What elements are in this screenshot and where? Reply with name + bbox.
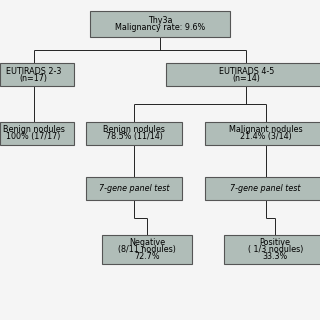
Text: 21.4% (3/14): 21.4% (3/14) <box>240 132 292 141</box>
Text: Malignant nodules: Malignant nodules <box>229 125 302 134</box>
Text: (8/11 nodules): (8/11 nodules) <box>118 245 176 254</box>
Text: EUTIRADS 4-5: EUTIRADS 4-5 <box>219 67 274 76</box>
FancyBboxPatch shape <box>90 11 230 37</box>
FancyBboxPatch shape <box>166 63 320 86</box>
Text: Malignancy rate: 9.6%: Malignancy rate: 9.6% <box>115 23 205 32</box>
Text: (n=17): (n=17) <box>20 74 48 83</box>
FancyBboxPatch shape <box>0 122 74 145</box>
Text: 33.3%: 33.3% <box>263 252 288 261</box>
Text: EUTIRADS 2-3: EUTIRADS 2-3 <box>6 67 61 76</box>
Text: 100% (17/17): 100% (17/17) <box>6 132 61 141</box>
Text: ( 1/3 nodules): ( 1/3 nodules) <box>247 245 303 254</box>
Text: 78.5% (11/14): 78.5% (11/14) <box>106 132 163 141</box>
FancyBboxPatch shape <box>0 63 74 86</box>
Text: (n=14): (n=14) <box>232 74 260 83</box>
FancyBboxPatch shape <box>86 177 182 200</box>
FancyBboxPatch shape <box>86 122 182 145</box>
Text: Benign nodules: Benign nodules <box>103 125 165 134</box>
FancyBboxPatch shape <box>205 122 320 145</box>
Text: Positive: Positive <box>260 238 291 247</box>
FancyBboxPatch shape <box>102 235 192 264</box>
FancyBboxPatch shape <box>224 235 320 264</box>
Text: 72.7%: 72.7% <box>134 252 160 261</box>
Text: 7-gene panel test: 7-gene panel test <box>99 184 170 193</box>
FancyBboxPatch shape <box>205 177 320 200</box>
Text: Benign nodules: Benign nodules <box>3 125 65 134</box>
Text: 7-gene panel test: 7-gene panel test <box>230 184 301 193</box>
Text: Thy3a: Thy3a <box>148 16 172 25</box>
Text: Negative: Negative <box>129 238 165 247</box>
